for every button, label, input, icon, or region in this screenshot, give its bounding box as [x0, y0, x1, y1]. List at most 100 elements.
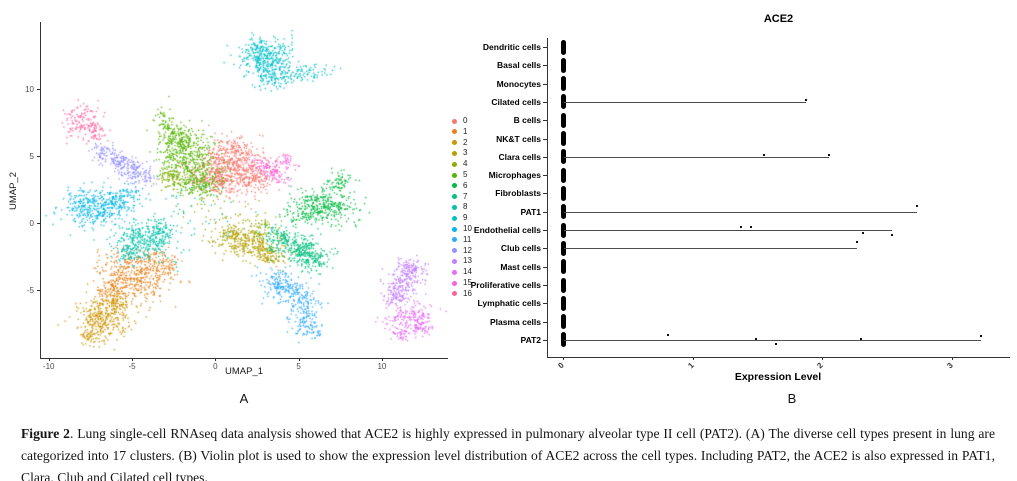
- violin-point: [804, 98, 807, 101]
- legend-item-label: 1: [463, 126, 468, 136]
- legend-color-dot: [452, 172, 457, 178]
- legend-color-dot: [452, 118, 457, 124]
- cell-type-label: Monocytes: [496, 78, 541, 89]
- violin-whisker-line: [564, 339, 981, 341]
- violin-x-tick: [952, 357, 954, 360]
- legend-color-dot: [452, 194, 457, 200]
- cell-type-label: Microphages: [488, 170, 541, 181]
- violin-title: ACE2: [763, 13, 794, 25]
- violin-x-tick: [822, 357, 824, 360]
- violin-y-tick: [543, 248, 547, 250]
- violin-point: [755, 337, 758, 340]
- legend-color-dot: [452, 248, 457, 254]
- violin-x-tick: [692, 357, 694, 360]
- violin-y-tick: [543, 285, 547, 287]
- legend-color-dot: [452, 140, 457, 146]
- legend-color-dot: [452, 258, 457, 264]
- legend-item: 5: [450, 170, 490, 181]
- violin-y-axis-line: [547, 38, 548, 357]
- violin-point: [861, 232, 864, 235]
- violin-zero-bar: [561, 295, 566, 311]
- violin-zero-bar: [561, 277, 566, 293]
- legend-color-dot: [452, 280, 457, 286]
- umap-x-tick: [215, 358, 217, 361]
- violin-y-tick: [543, 138, 547, 140]
- umap-x-tick-label: -10: [42, 362, 55, 371]
- violin-zero-bar: [561, 204, 566, 220]
- violin-y-tick: [543, 120, 547, 122]
- legend-item: 3: [450, 148, 490, 159]
- umap-x-tick-label: 10: [377, 362, 387, 371]
- legend-color-dot: [452, 237, 457, 243]
- cell-type-label: Fibroblasts: [495, 188, 541, 199]
- legend-color-dot: [452, 129, 457, 135]
- violin-point: [916, 204, 919, 207]
- umap-scatter-canvas: [41, 22, 448, 358]
- legend-item-label: 9: [463, 213, 468, 223]
- caption-text: . Lung single-cell RNAseq data analysis …: [21, 426, 995, 481]
- violin-point: [891, 234, 894, 237]
- umap-y-tick-label: 5: [29, 151, 34, 161]
- figure-caption: Figure 2. Lung single-cell RNAseq data a…: [21, 423, 995, 481]
- panel-b-label: B: [787, 391, 797, 406]
- umap-x-tick: [298, 358, 300, 361]
- umap-x-tick-label: 0: [213, 362, 218, 371]
- violin-x-tick: [563, 357, 564, 360]
- violin-whisker-line: [564, 211, 918, 213]
- violin-y-tick: [543, 321, 547, 323]
- legend-item: 15: [450, 278, 490, 289]
- legend-item: 12: [450, 246, 490, 257]
- legend-item-label: 2: [463, 137, 468, 147]
- violin-point: [860, 337, 863, 340]
- legend-item: 14: [450, 267, 490, 278]
- umap-y-tick: [37, 156, 40, 158]
- umap-x-tick: [132, 358, 133, 361]
- violin-y-tick: [543, 101, 547, 103]
- violin-y-tick: [543, 65, 547, 67]
- legend-color-dot: [452, 226, 457, 232]
- violin-point: [979, 334, 982, 337]
- violin-y-tick: [543, 156, 547, 158]
- umap-y-tick-label: 0: [29, 218, 34, 228]
- panel-a-label: A: [239, 391, 249, 406]
- legend-item: 0: [450, 116, 490, 127]
- legend-item: 2: [450, 138, 490, 149]
- violin-zero-bar: [561, 112, 566, 128]
- umap-x-axis-line: [40, 358, 448, 359]
- cell-type-label: Dendritic cells: [482, 42, 541, 52]
- cell-type-label: Clara cells: [498, 151, 541, 162]
- violin-point: [763, 153, 766, 156]
- legend-item-label: 6: [463, 180, 468, 190]
- violin-zero-bar: [561, 76, 566, 92]
- violin-whisker-line: [564, 101, 806, 103]
- legend-item: 4: [450, 159, 490, 170]
- legend-item: 6: [450, 181, 490, 192]
- caption-figure-number: Figure 2: [21, 426, 70, 441]
- violin-zero-bar: [561, 332, 566, 348]
- legend-item-label: 14: [463, 267, 472, 277]
- violin-y-tick: [543, 47, 547, 48]
- cell-type-label: Proliferative cells: [470, 280, 541, 291]
- violin-zero-bar: [561, 167, 566, 183]
- violin-y-tick: [543, 211, 547, 213]
- umap-x-tick-label: -5: [128, 362, 136, 371]
- violin-y-tick: [543, 193, 547, 195]
- legend-item-label: 11: [463, 234, 472, 244]
- legend-item-label: 10: [463, 224, 472, 233]
- umap-x-tick-label: 5: [296, 362, 301, 371]
- violin-point: [739, 226, 742, 229]
- legend-color-dot: [452, 183, 457, 189]
- violin-zero-bar: [561, 57, 566, 73]
- violin-zero-bar: [561, 39, 566, 55]
- cell-type-label: NK&T cells: [496, 133, 541, 144]
- violin-y-tick: [543, 266, 547, 268]
- violin-y-tick: [543, 175, 547, 177]
- legend-color-dot: [452, 161, 457, 167]
- cell-type-label: Endothelial cells: [473, 225, 541, 236]
- umap-x-axis-label: UMAP_1: [224, 366, 263, 377]
- violin-point: [827, 153, 830, 156]
- cell-type-label: Mast cells: [500, 261, 541, 272]
- umap-y-axis-line: [40, 22, 41, 358]
- violin-point: [750, 226, 753, 229]
- legend-item-label: 13: [463, 256, 472, 266]
